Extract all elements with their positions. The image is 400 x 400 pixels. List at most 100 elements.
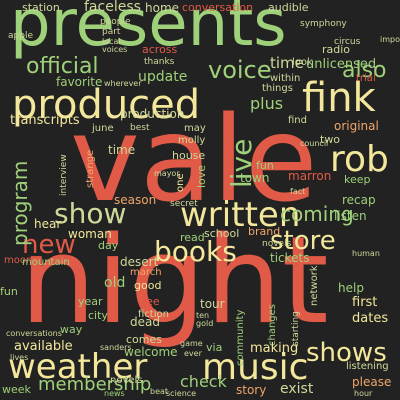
word-week: week — [2, 383, 31, 396]
word-also: also — [342, 58, 387, 83]
word-part: june — [92, 123, 114, 134]
word-find: find — [288, 115, 307, 126]
word-produced: produced — [12, 82, 201, 128]
word-june: may — [184, 123, 206, 134]
word-mayor: secret — [170, 199, 198, 209]
word-dead: dead — [130, 315, 160, 329]
word-new: new — [22, 230, 76, 260]
word-molly: fun — [256, 159, 274, 172]
word-way: way — [60, 323, 83, 336]
word-books: books — [154, 235, 237, 268]
word-official: official — [26, 54, 99, 79]
word-via: via — [206, 341, 223, 354]
word-conversation: conversation — [182, 1, 254, 14]
word-help: help — [338, 281, 364, 295]
word-welcome: welcome — [124, 345, 178, 359]
word-may: molly — [178, 135, 206, 146]
word-tour: tour — [200, 297, 225, 311]
word-story: story — [236, 383, 267, 397]
word-desert: desert — [120, 255, 159, 269]
word-season: season — [114, 193, 157, 207]
word-within: within — [270, 73, 301, 84]
word-mountain: mountain — [22, 257, 70, 268]
word-love: strange — [85, 149, 96, 188]
word-brand: brand — [248, 225, 281, 238]
word-music: music — [202, 347, 309, 388]
word-faceless: faceless — [84, 0, 141, 15]
word-moon: moon — [4, 255, 33, 266]
word-day: day — [98, 239, 119, 252]
word-trial: trial — [356, 73, 376, 84]
word-read: read — [180, 231, 205, 244]
word-look: look — [292, 57, 313, 68]
word-fact: council — [300, 139, 329, 148]
word-dark: gold — [196, 319, 214, 328]
word-human: fact — [290, 187, 306, 196]
word-home: home — [145, 1, 180, 15]
word-two: two — [320, 133, 341, 146]
word-station: station — [22, 1, 60, 14]
word-exist: exist — [280, 381, 314, 397]
word-wherever: wherever — [104, 79, 142, 88]
word-novels2: novels — [110, 375, 143, 386]
word-across: across — [142, 43, 178, 56]
word-science: hour — [354, 389, 373, 398]
word-time2: time — [108, 143, 136, 157]
word-interview: mayor — [154, 169, 180, 178]
word-presents: presents — [10, 0, 287, 61]
word-circus: circus — [334, 37, 361, 47]
word-house: house — [172, 149, 206, 162]
word-changes: changes — [267, 303, 278, 346]
word-tickets: tickets — [270, 251, 310, 265]
word-novels: novels — [262, 239, 292, 249]
word-weather: weather — [8, 347, 148, 387]
word-listening: listening — [346, 361, 389, 372]
word-coming: coming — [280, 202, 354, 226]
word-game: science — [166, 389, 197, 398]
word-city: city — [88, 309, 108, 322]
word-fink: fink — [302, 75, 376, 121]
word-final: part — [102, 27, 121, 37]
word-marron: marron — [288, 169, 332, 183]
word-lives: lives — [10, 353, 29, 362]
word-secret: human — [352, 249, 380, 258]
word-transcripts: transcripts — [10, 113, 80, 128]
word-audible: audible — [268, 1, 309, 14]
word-thanks: thanks — [144, 57, 175, 67]
word-dates: dates — [352, 311, 389, 326]
word-ever: ever — [184, 349, 202, 358]
word-first: first — [352, 295, 378, 310]
word-check: check — [180, 372, 227, 391]
word-one: love — [195, 164, 208, 188]
word-strange: interview — [59, 154, 69, 196]
word-free: free — [138, 295, 160, 308]
word-things: things — [262, 83, 293, 94]
word-voice: voice — [208, 56, 272, 84]
word-good: good — [134, 279, 162, 292]
word-making: making — [250, 341, 299, 356]
word-available: available — [14, 339, 73, 354]
word-written: written — [180, 195, 301, 235]
word-ten: ten — [196, 311, 210, 320]
word-world: one — [175, 173, 186, 192]
word-night: night — [20, 212, 329, 351]
word-voices: voices — [102, 45, 128, 54]
word-school: school — [204, 227, 240, 240]
word-case: beat — [150, 387, 169, 396]
word-hear: hear — [34, 217, 62, 231]
word-community: community — [235, 309, 246, 366]
word-conversations: conversations — [6, 329, 62, 338]
word-sanders: sanders — [100, 343, 132, 352]
word-update: update — [138, 69, 188, 85]
word-unlicensed: unlicensed — [306, 57, 377, 72]
word-radio: radio — [322, 43, 351, 56]
word-council: game — [180, 339, 203, 348]
word-apple: apple — [8, 31, 33, 41]
word-people: people — [100, 17, 131, 27]
word-store: store — [270, 226, 336, 256]
word-show: show — [54, 197, 127, 230]
word-best: best — [130, 123, 150, 133]
word-shows: shows — [306, 338, 387, 368]
word-march: march — [130, 267, 162, 278]
